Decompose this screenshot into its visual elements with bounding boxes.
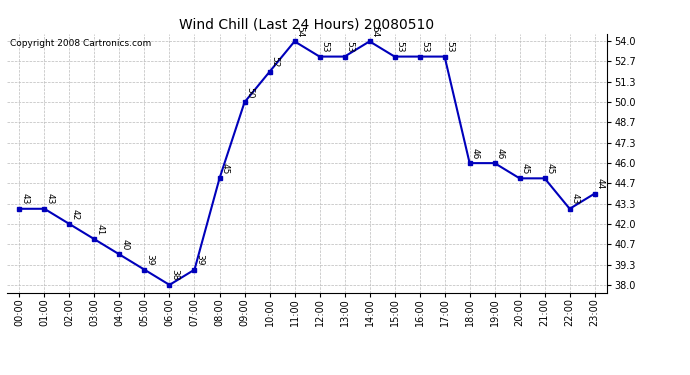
Text: 54: 54	[295, 26, 304, 37]
Text: 42: 42	[70, 209, 79, 220]
Text: 53: 53	[395, 41, 404, 53]
Text: 43: 43	[46, 193, 55, 205]
Text: 50: 50	[246, 87, 255, 98]
Text: 45: 45	[221, 163, 230, 174]
Text: 45: 45	[546, 163, 555, 174]
Text: 43: 43	[571, 193, 580, 205]
Text: 46: 46	[471, 148, 480, 159]
Text: 45: 45	[521, 163, 530, 174]
Text: 43: 43	[21, 193, 30, 205]
Text: 39: 39	[195, 254, 204, 266]
Title: Wind Chill (Last 24 Hours) 20080510: Wind Chill (Last 24 Hours) 20080510	[179, 17, 435, 31]
Text: 53: 53	[421, 41, 430, 53]
Text: 53: 53	[346, 41, 355, 53]
Text: Copyright 2008 Cartronics.com: Copyright 2008 Cartronics.com	[10, 39, 151, 48]
Text: 39: 39	[146, 254, 155, 266]
Text: 53: 53	[446, 41, 455, 53]
Text: 46: 46	[495, 148, 504, 159]
Text: 44: 44	[595, 178, 604, 189]
Text: 52: 52	[270, 56, 279, 68]
Text: 54: 54	[371, 26, 380, 37]
Text: 38: 38	[170, 269, 179, 281]
Text: 40: 40	[121, 239, 130, 250]
Text: 53: 53	[321, 41, 330, 53]
Text: 41: 41	[95, 224, 104, 235]
